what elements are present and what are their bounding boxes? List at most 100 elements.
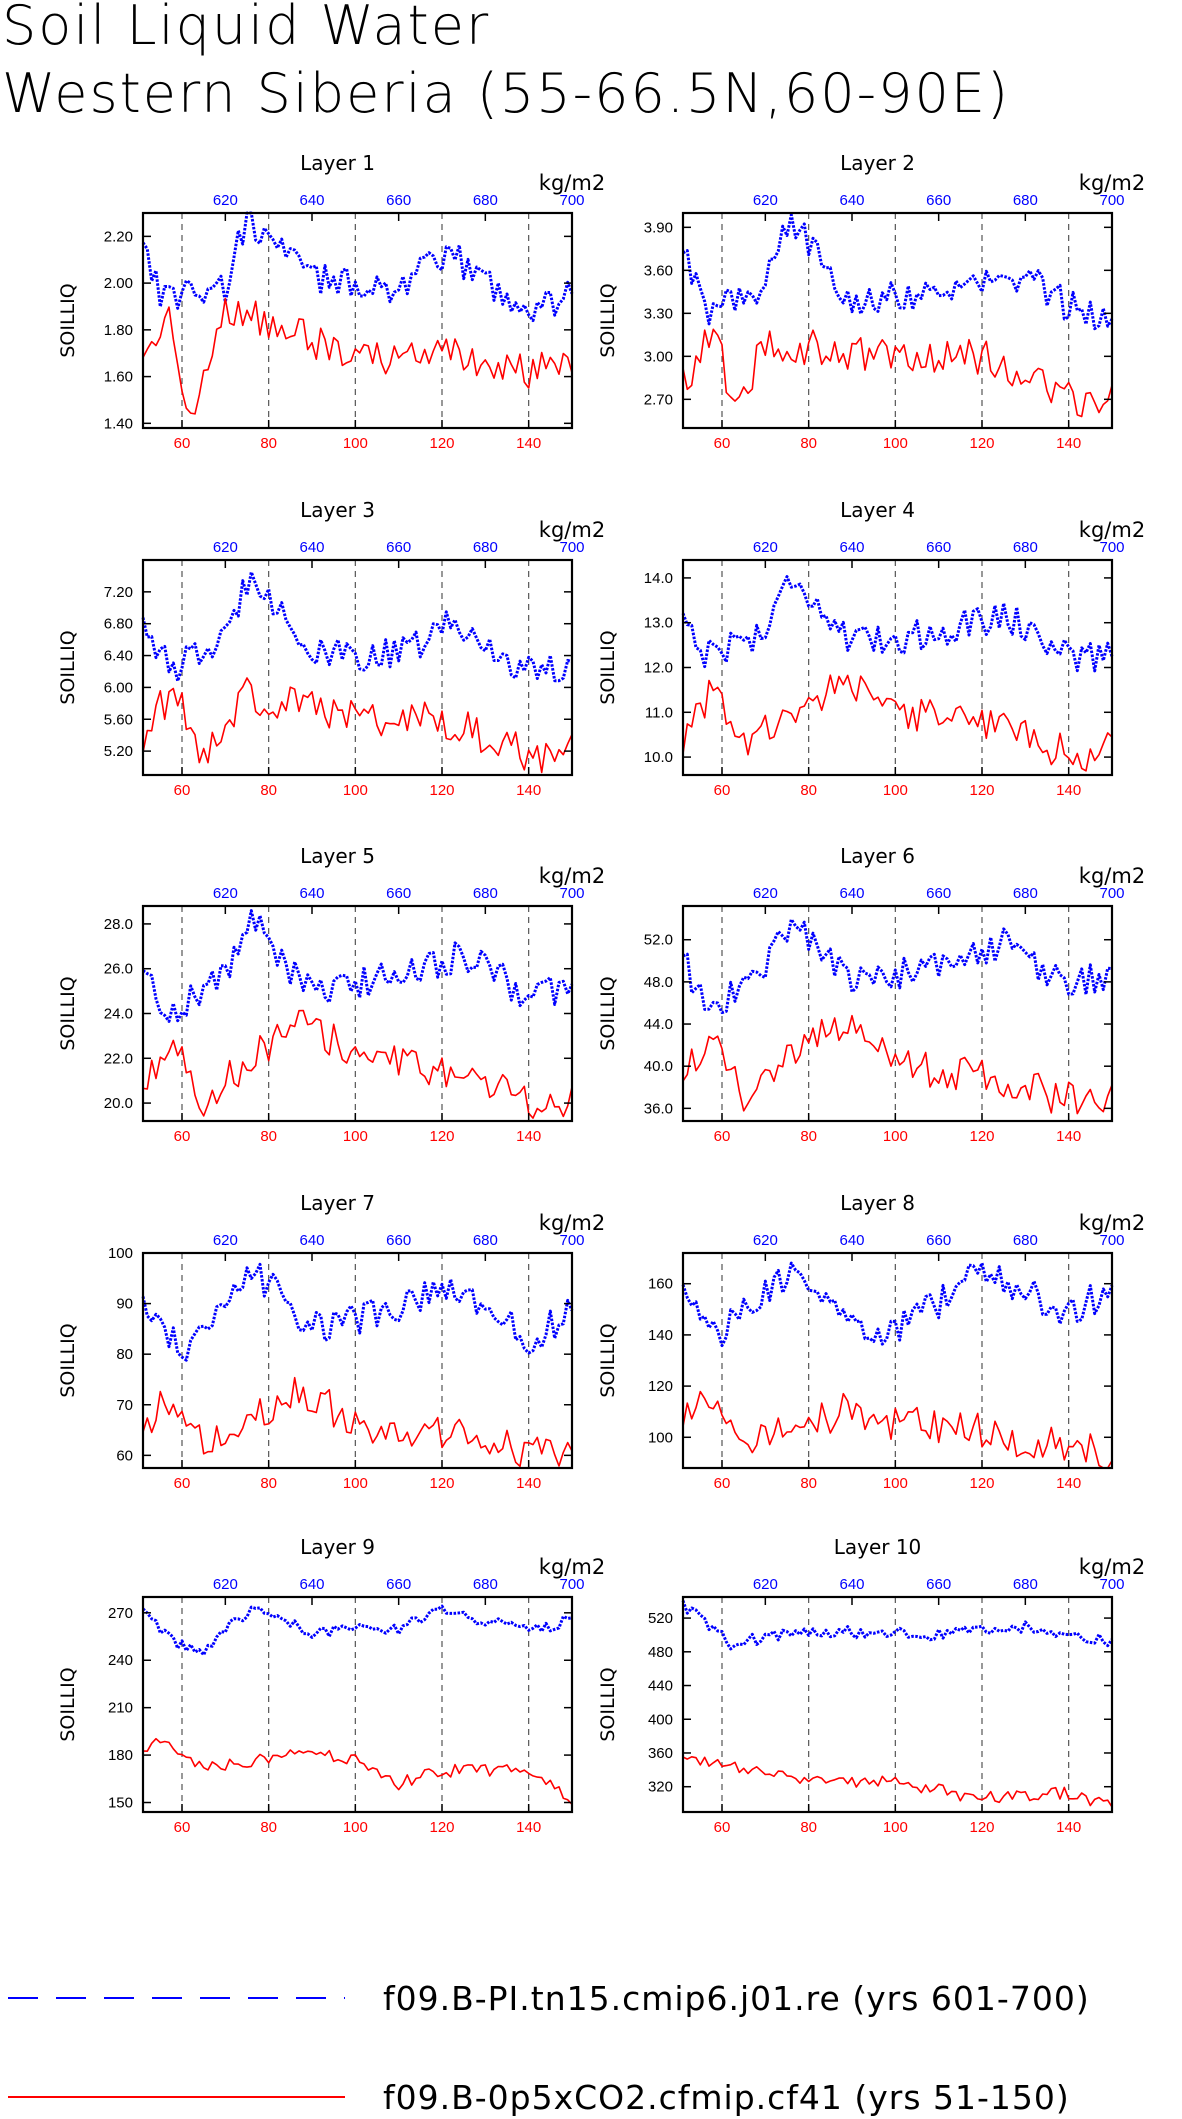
x-top-tick-label: 680 — [1013, 192, 1038, 209]
panel-title: Layer 9 — [300, 1535, 375, 1559]
y-tick-label: 13.0 — [644, 615, 673, 632]
legend-label-1: f09.B-PI.tn15.cmip6.j01.re (yrs 601-700) — [383, 1979, 1090, 2018]
series-line-control — [141, 1262, 574, 1362]
x-top-tick-label: 640 — [299, 192, 324, 209]
x-top-tick-label: 620 — [753, 192, 778, 209]
series-line-control — [682, 213, 1114, 331]
y-tick-label: 150 — [108, 1795, 133, 1812]
series-line-experiment — [682, 1390, 1113, 1469]
legend: f09.B-PI.tn15.cmip6.j01.re (yrs 601-700)… — [8, 1979, 1090, 2117]
x-bottom-tick-label: 140 — [1056, 1128, 1081, 1145]
x-top-tick-label: 640 — [299, 539, 324, 556]
chart-panel-layer-6: Layer 6 kg/m2 SOILLIQ 36.0 40.0 44.0 48.0 52.0 6… — [597, 844, 1145, 1145]
x-top-tick-label: 700 — [1099, 539, 1124, 556]
series-line-control — [142, 909, 574, 1023]
x-bottom-tick-label: 60 — [714, 1128, 731, 1145]
y-tick-label: 1.40 — [104, 415, 133, 432]
y-tick-label: 28.0 — [104, 916, 133, 933]
x-top-tick-label: 680 — [1013, 1232, 1038, 1249]
x-top-tick-label: 700 — [1099, 1576, 1124, 1593]
series-line-experiment — [142, 297, 573, 415]
x-bottom-tick-label: 100 — [343, 1819, 368, 1836]
panel-title: Layer 1 — [300, 151, 375, 175]
y-tick-label: 100 — [648, 1429, 673, 1446]
x-top-tick-label: 660 — [386, 1232, 411, 1249]
x-top-tick-label: 700 — [1099, 1232, 1124, 1249]
chart-panels: Layer 1 kg/m2 SOILLIQ 1.40 1.60 1.80 2.00 2.20 6… — [57, 151, 1145, 1836]
series-line-experiment — [142, 1737, 573, 1805]
y-tick-label: 6.00 — [104, 679, 133, 696]
plot-frame — [141, 1251, 574, 1470]
x-bottom-tick-label: 80 — [260, 1819, 277, 1836]
legend-label-2: f09.B-0p5xCO2.cfmip.cf41 (yrs 51-150) — [383, 2078, 1070, 2117]
series-line-experiment — [682, 1014, 1113, 1115]
x-bottom-tick-label: 140 — [1056, 1819, 1081, 1836]
x-top-tick-label: 640 — [839, 539, 864, 556]
plot-frame — [681, 904, 1114, 1123]
plot-frame — [681, 1251, 1114, 1470]
x-bottom-tick-label: 60 — [714, 435, 731, 452]
x-bottom-tick-label: 80 — [800, 782, 817, 799]
y-tick-label: 90 — [116, 1296, 133, 1313]
y-axis-label: SOILLIQ — [597, 1667, 619, 1741]
x-top-tick-label: 640 — [299, 1576, 324, 1593]
x-bottom-tick-label: 100 — [883, 1128, 908, 1145]
x-top-tick-label: 620 — [213, 539, 238, 556]
y-tick-label: 20.0 — [104, 1095, 133, 1112]
y-tick-label: 48.0 — [644, 974, 673, 991]
x-top-tick-label: 620 — [213, 885, 238, 902]
series-line-control — [681, 1261, 1114, 1348]
chart-panel-layer-8: Layer 8 kg/m2 SOILLIQ 100 120 140 160 60 80 100 12… — [597, 1191, 1145, 1492]
plot-frame — [681, 211, 1114, 430]
x-top-tick-label: 640 — [839, 192, 864, 209]
y-tick-label: 240 — [108, 1652, 133, 1669]
y-tick-label: 100 — [108, 1245, 133, 1262]
panel-title: Layer 7 — [300, 1191, 375, 1215]
x-bottom-tick-label: 100 — [343, 435, 368, 452]
x-bottom-tick-label: 120 — [969, 1128, 994, 1145]
chart-panel-layer-2: Layer 2 kg/m2 SOILLIQ 2.70 3.00 3.30 3.60 3.90 6… — [597, 151, 1145, 452]
panel-title: Layer 6 — [840, 844, 915, 868]
x-top-tick-label: 660 — [386, 192, 411, 209]
y-tick-label: 36.0 — [644, 1100, 673, 1117]
panel-title: Layer 5 — [300, 844, 375, 868]
y-tick-label: 440 — [648, 1678, 673, 1695]
chart-panel-layer-1: Layer 1 kg/m2 SOILLIQ 1.40 1.60 1.80 2.00 2.20 6… — [57, 151, 605, 452]
y-tick-label: 40.0 — [644, 1058, 673, 1075]
series-line-experiment — [682, 328, 1113, 418]
unit-label: kg/m2 — [1079, 864, 1145, 888]
unit-label: kg/m2 — [539, 1211, 605, 1235]
unit-label: kg/m2 — [539, 518, 605, 542]
x-top-tick-label: 640 — [839, 1576, 864, 1593]
x-bottom-tick-label: 60 — [714, 782, 731, 799]
x-bottom-tick-label: 120 — [429, 1819, 454, 1836]
x-top-tick-label: 640 — [299, 885, 324, 902]
y-tick-label: 5.60 — [104, 711, 133, 728]
x-bottom-tick-label: 60 — [714, 1475, 731, 1492]
series-line-experiment — [142, 1009, 573, 1119]
y-tick-label: 24.0 — [104, 1006, 133, 1023]
x-bottom-tick-label: 140 — [516, 435, 541, 452]
series-line-experiment — [682, 674, 1113, 772]
x-top-tick-label: 700 — [1099, 192, 1124, 209]
x-bottom-tick-label: 140 — [516, 1475, 541, 1492]
x-top-tick-label: 620 — [753, 885, 778, 902]
panel-title: Layer 2 — [840, 151, 915, 175]
y-axis-label: SOILLIQ — [57, 976, 79, 1050]
x-top-tick-label: 620 — [213, 1232, 238, 1249]
x-bottom-tick-label: 60 — [174, 1819, 191, 1836]
unit-label: kg/m2 — [1079, 1555, 1145, 1579]
y-tick-label: 6.80 — [104, 616, 133, 633]
y-axis-label: SOILLIQ — [597, 283, 619, 357]
chart-panel-layer-5: Layer 5 kg/m2 SOILLIQ 20.0 22.0 24.0 26.0 28.0 6… — [57, 844, 605, 1145]
y-tick-label: 1.80 — [104, 322, 133, 339]
series-line-control — [141, 1604, 573, 1657]
x-top-tick-label: 680 — [1013, 885, 1038, 902]
x-bottom-tick-label: 60 — [174, 435, 191, 452]
plot-frame — [141, 558, 574, 777]
x-bottom-tick-label: 80 — [800, 435, 817, 452]
y-tick-label: 120 — [648, 1378, 673, 1395]
x-top-tick-label: 680 — [1013, 1576, 1038, 1593]
x-bottom-tick-label: 120 — [429, 1475, 454, 1492]
